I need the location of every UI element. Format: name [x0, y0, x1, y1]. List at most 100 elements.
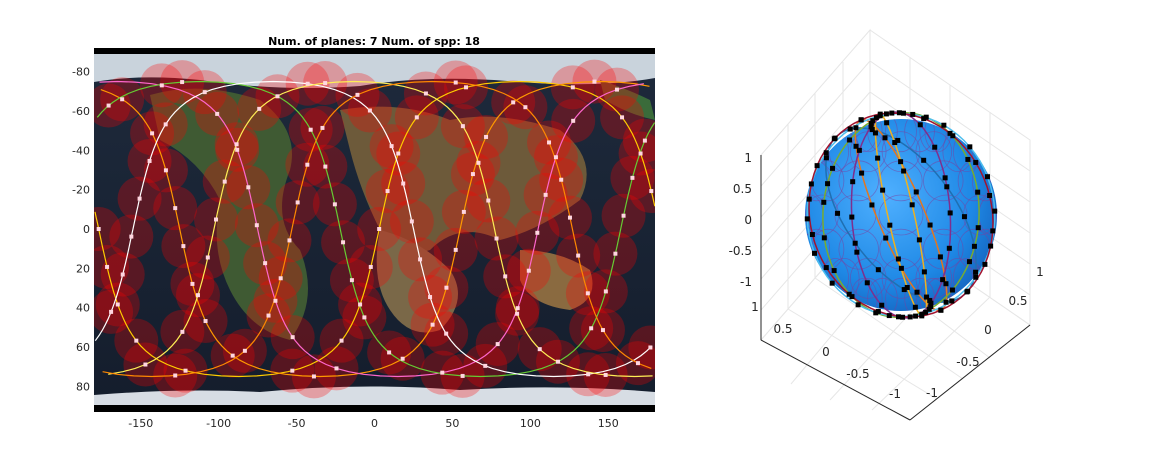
satellite-point	[163, 122, 168, 127]
satellite-point	[339, 338, 344, 343]
orbit-satellite	[823, 150, 829, 156]
earth-sphere	[805, 119, 997, 311]
y-tick-label: 80	[76, 380, 90, 393]
orbit-satellite	[898, 265, 904, 271]
satellite-point	[453, 80, 458, 85]
orbit-satellite	[882, 135, 888, 141]
satellite-point	[642, 138, 647, 143]
orbit-satellite	[947, 210, 953, 216]
ground-track-1	[94, 80, 655, 378]
satellite-point	[401, 181, 406, 186]
satellite-point	[570, 85, 575, 90]
orbit-satellite	[821, 235, 827, 241]
satellite-point	[470, 172, 475, 177]
orbit-satellite	[823, 265, 829, 271]
orbit-satellite	[856, 147, 862, 153]
satellite-point	[603, 289, 608, 294]
orbit-satellite	[853, 125, 859, 131]
satellite-point	[305, 162, 310, 167]
z-tick-label: 1	[744, 151, 752, 165]
orbit-satellite	[901, 287, 907, 293]
orbit-satellite	[884, 120, 890, 126]
orbit-satellite	[901, 168, 907, 174]
satellite-point	[290, 335, 295, 340]
orbit-satellite	[913, 313, 919, 319]
satellite-point	[266, 313, 271, 318]
satellite-point	[586, 372, 591, 377]
orbit-satellite	[849, 294, 855, 300]
satellite-point	[275, 94, 280, 99]
coverage-circle	[94, 289, 134, 334]
axes-top-border	[94, 48, 655, 54]
satellite-point	[495, 342, 500, 347]
satellite-point	[106, 103, 111, 108]
satellite-point	[181, 244, 186, 249]
x-tick-label: -0.5	[956, 355, 979, 369]
orbit-satellite	[949, 298, 955, 304]
orbit-satellite	[886, 313, 892, 319]
satellite-point	[414, 115, 419, 120]
satellite-point	[484, 134, 489, 139]
orbit-satellite	[992, 208, 998, 214]
sphere-coverage-circle	[838, 228, 879, 270]
satellite-point	[180, 329, 185, 334]
orbit-satellite	[830, 165, 836, 171]
y-tick-label: 0	[83, 223, 90, 236]
satellite-point	[515, 306, 520, 311]
orbit-satellite	[982, 261, 988, 267]
orbit-satellite	[912, 304, 918, 310]
satellite-point	[494, 236, 499, 241]
chart-title: Num. of planes: 7 Num. of spp: 18	[268, 35, 480, 48]
orbit-satellite	[965, 156, 971, 162]
orbit-satellite	[868, 120, 874, 126]
earth-map	[94, 52, 655, 411]
satellite-point	[147, 158, 152, 163]
orbit-satellite	[869, 202, 875, 208]
satellite-point	[143, 362, 148, 367]
y-tick-label: 40	[76, 302, 90, 315]
z-tick-label: -0.5	[729, 244, 752, 258]
orbit-satellite	[895, 256, 901, 262]
satellite-point	[120, 97, 125, 102]
satellite-point	[418, 257, 423, 262]
orbit-satellite	[873, 310, 879, 316]
satellite-point	[362, 315, 367, 320]
orbit-satellite	[961, 214, 967, 220]
ground-track-3	[99, 80, 645, 378]
satellite-point	[202, 90, 207, 95]
orbit-satellite	[875, 267, 881, 273]
satellite-point	[311, 374, 316, 379]
y-tick-label: -40	[72, 144, 90, 157]
satellite-point	[190, 281, 195, 286]
orbit-satellite	[883, 111, 889, 117]
orbit-satellite	[835, 210, 841, 216]
orbit-satellite	[809, 232, 815, 238]
satellite-point	[423, 91, 428, 96]
orbit-satellite	[926, 306, 932, 312]
satellite-point	[129, 234, 134, 239]
orbit-satellite	[854, 249, 860, 255]
orbit-satellite	[937, 254, 943, 260]
satellite-point	[389, 144, 394, 149]
satellite-point	[440, 370, 445, 375]
sphere-coverage-circle	[904, 119, 935, 153]
orbit-satellite	[932, 144, 938, 150]
orbit-satellite	[950, 133, 956, 139]
x-tick-label: 0	[371, 417, 378, 430]
orbit-satellite-points	[804, 110, 998, 320]
x-tick-label: 1	[1036, 265, 1044, 279]
satellite-point	[263, 261, 268, 266]
satellite-point	[592, 79, 597, 84]
satellite-point	[173, 373, 178, 378]
satellite-point	[137, 196, 142, 201]
orbit-satellite	[923, 114, 929, 120]
satellite-point	[547, 140, 552, 145]
orbit-satellite	[879, 302, 885, 308]
orbit-satellite	[806, 196, 812, 202]
orbit-satellite	[895, 137, 901, 143]
orbit-satellite	[984, 174, 990, 180]
satellite-point	[430, 322, 435, 327]
satellite-point	[134, 338, 139, 343]
sphere-coverage-circle	[885, 277, 917, 311]
satellite-point	[444, 331, 449, 336]
